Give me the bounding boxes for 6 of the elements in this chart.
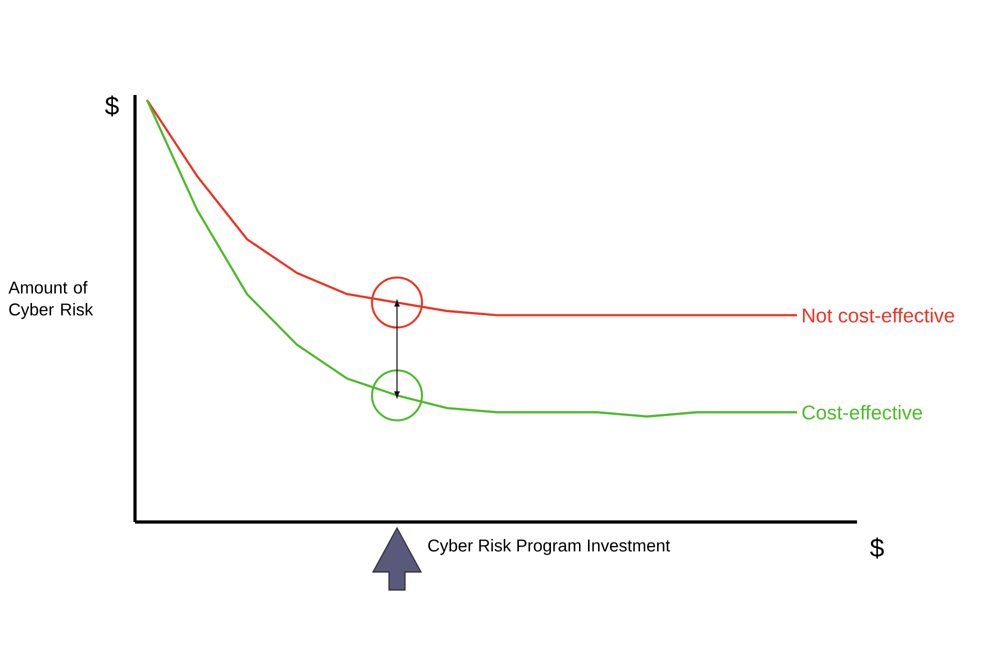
series-label: Not cost-effective: [803, 308, 954, 323]
series-label: Cost-effective: [802, 404, 922, 420]
text: $: [105, 95, 119, 116]
x-axis-title: Cyber Risk Program Investment: [428, 539, 670, 555]
text: $: [870, 538, 884, 558]
y-axis-title: Amount of Cyber Risk: [8, 281, 94, 319]
